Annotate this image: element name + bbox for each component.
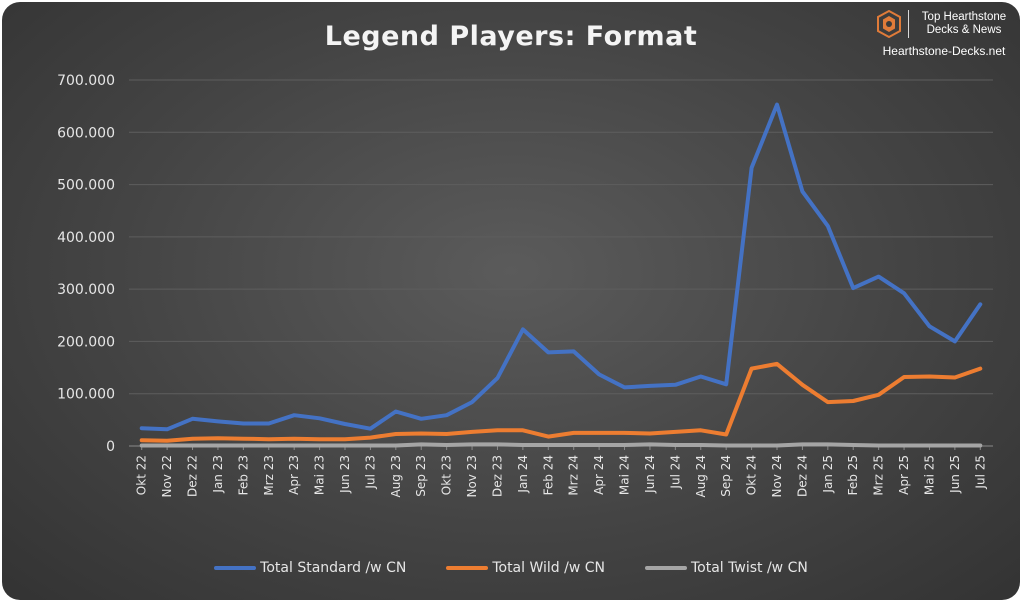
y-tick-label: 600.000 — [57, 125, 115, 141]
x-tick-label: Feb 23 — [236, 455, 250, 495]
x-tick-label: Jun 23 — [338, 455, 352, 494]
x-tick-label: Okt 22 — [135, 455, 149, 495]
y-tick-label: 0 — [106, 439, 115, 455]
x-tick-label: Jan 23 — [211, 455, 225, 494]
x-tick-label: Mrz 23 — [262, 455, 276, 496]
x-tick-label: Dez 24 — [795, 455, 809, 497]
x-tick-label: Aug 24 — [694, 455, 708, 498]
series-lines — [139, 102, 983, 448]
x-tick-label: Apr 23 — [287, 455, 301, 495]
x-tick-label: Nov 23 — [465, 455, 479, 498]
brand-tagline-line2: Decks & News — [926, 24, 1002, 36]
y-axis: 0 100.000 200.000 300.000 400.000 500.000 600.… — [57, 73, 115, 455]
legend-item-1: Total Standard /w CN — [214, 560, 406, 576]
legend-label: Total Twist /w CN — [691, 560, 808, 576]
x-tick-label: Sep 23 — [414, 455, 428, 497]
series-line-2 — [139, 361, 983, 443]
x-tick-label: Okt 23 — [440, 455, 454, 495]
y-tick-label: 100.000 — [57, 387, 115, 403]
chart-legend: Total Standard /w CN Total Wild /w CN Tota… — [2, 556, 1020, 580]
x-tick-label: Jan 24 — [516, 455, 530, 494]
x-tick-label: Mai 24 — [618, 455, 632, 495]
x-tick-label: Jul 25 — [973, 455, 987, 490]
x-tick-label: Jul 24 — [668, 455, 682, 490]
y-tick-label: 300.000 — [57, 282, 115, 298]
chart-title: Legend Players: Format — [324, 21, 698, 52]
x-tick-label: Dez 23 — [490, 455, 504, 497]
x-tick-label: Aug 23 — [389, 455, 403, 498]
hexagon-h-logo-icon — [877, 10, 901, 38]
legend-item-3: Total Twist /w CN — [645, 560, 808, 576]
x-tick-label: Mai 23 — [313, 455, 327, 495]
x-tick-label: Nov 22 — [160, 455, 174, 498]
x-tick-label: Sep 24 — [719, 455, 733, 497]
x-tick-label: Mrz 24 — [567, 455, 581, 496]
legend-swatch — [446, 566, 489, 570]
x-tick-label: Feb 25 — [846, 455, 860, 495]
brand-watermark[interactable]: Top Hearthstone Decks & News Hearthstone… — [874, 6, 1014, 64]
x-tick-label: Jan 25 — [821, 455, 835, 494]
x-tick-label: Mai 25 — [922, 455, 936, 495]
brand-site-link[interactable]: Hearthstone-Decks.net — [882, 44, 1006, 58]
y-tick-label: 400.000 — [57, 230, 115, 246]
x-tick-label: Apr 24 — [592, 455, 606, 495]
legend-swatch — [645, 566, 687, 570]
brand-tagline-line1: Top Hearthstone — [921, 11, 1007, 23]
legend-item-2: Total Wild /w CN — [446, 560, 605, 576]
y-tick-label: 200.000 — [57, 334, 115, 350]
x-tick-label: Mrz 25 — [872, 455, 886, 496]
x-tick-label: Jul 23 — [363, 455, 377, 490]
brand-divider — [908, 10, 909, 38]
x-tick-label: Apr 25 — [897, 455, 911, 495]
y-tick-label: 500.000 — [57, 178, 115, 194]
x-tick-label: Dez 22 — [186, 455, 200, 497]
y-tick-label: 700.000 — [57, 73, 115, 89]
x-tick-label: Jun 25 — [948, 455, 962, 494]
x-axis: Okt 22 Nov 22 Dez 22 Jan 23 Feb 23 Mrz 23 Apr … — [135, 446, 987, 498]
x-tick-label: Jun 24 — [643, 455, 657, 494]
legend-label: Total Standard /w CN — [260, 560, 407, 576]
legend-label: Total Wild /w CN — [492, 560, 605, 576]
series-line-3 — [139, 442, 983, 448]
series-line-1 — [139, 102, 983, 432]
gridlines — [129, 79, 993, 447]
legend-swatch — [214, 566, 257, 570]
x-tick-label: Okt 24 — [745, 455, 759, 495]
x-tick-label: Nov 24 — [770, 455, 784, 498]
x-tick-label: Feb 24 — [541, 455, 555, 495]
